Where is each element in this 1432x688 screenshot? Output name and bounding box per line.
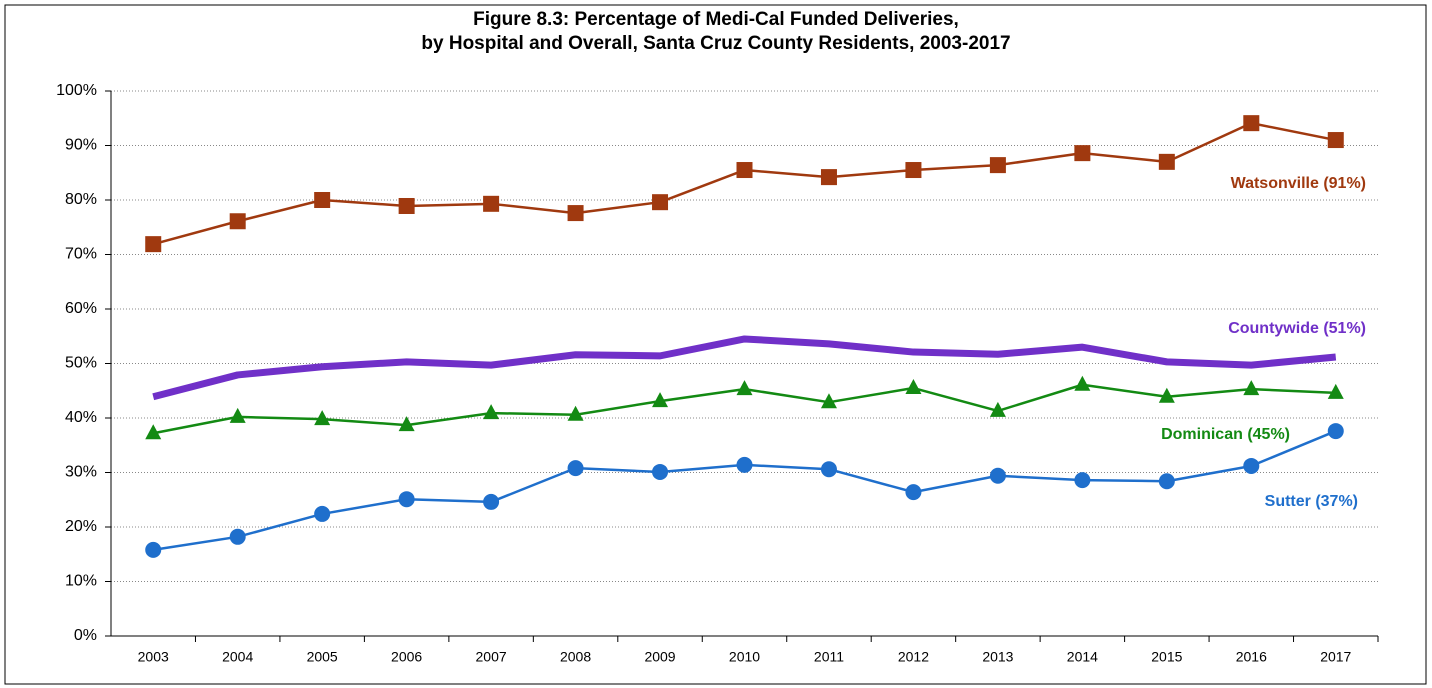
point [905, 162, 922, 179]
point [398, 491, 415, 508]
chart-title-line-1: Figure 8.3: Percentage of Medi-Cal Funde… [473, 9, 959, 30]
point [1243, 115, 1260, 132]
point [314, 505, 331, 522]
x-tick-label: 2007 [476, 649, 507, 665]
point [145, 541, 162, 558]
y-tick-label: 0% [74, 627, 97, 644]
series-label: Countywide (51%) [1228, 320, 1366, 337]
point [1158, 387, 1175, 403]
point [483, 195, 500, 212]
x-tick-label: 2006 [391, 649, 422, 665]
point [398, 197, 415, 214]
chart-title-line-2: by Hospital and Overall, Santa Cruz Coun… [421, 33, 1010, 54]
point [1074, 145, 1091, 162]
point [820, 393, 837, 409]
y-tick-label: 30% [65, 464, 97, 481]
point [145, 236, 162, 253]
x-tick-label: 2012 [898, 649, 929, 665]
x-tick-label: 2008 [560, 649, 591, 665]
y-tick-label: 100% [56, 82, 97, 99]
x-tick-label: 2004 [222, 649, 253, 665]
y-tick-label: 50% [65, 355, 97, 372]
point [1074, 472, 1091, 489]
x-tick-label: 2016 [1236, 649, 1267, 665]
series-label: Sutter (37%) [1265, 493, 1358, 510]
point [1327, 423, 1344, 440]
x-tick-label: 2003 [138, 649, 169, 665]
point [736, 456, 753, 473]
point [820, 461, 837, 478]
series-label: Dominican (45%) [1161, 426, 1290, 443]
point [1327, 383, 1344, 399]
point [1158, 153, 1175, 170]
point [652, 194, 669, 211]
point [145, 424, 162, 440]
point [1243, 380, 1260, 396]
point [483, 493, 500, 510]
point [567, 405, 584, 421]
point [905, 379, 922, 395]
point [229, 528, 246, 545]
y-tick-label: 20% [65, 518, 97, 535]
point [229, 407, 246, 423]
y-tick-label: 90% [65, 137, 97, 154]
point [736, 380, 753, 396]
point [1243, 457, 1260, 474]
point [314, 410, 331, 426]
y-tick-label: 80% [65, 191, 97, 208]
x-tick-label: 2011 [814, 649, 844, 665]
y-tick-label: 40% [65, 409, 97, 426]
point [652, 463, 669, 480]
x-tick-label: 2009 [644, 649, 675, 665]
x-tick-label: 2013 [982, 649, 1013, 665]
point [229, 213, 246, 230]
point [1074, 375, 1091, 391]
series-label: Watsonville (91%) [1231, 175, 1366, 192]
y-tick-label: 10% [65, 573, 97, 590]
point [820, 169, 837, 186]
x-tick-label: 2014 [1067, 649, 1098, 665]
point [989, 401, 1006, 417]
x-tick-label: 2010 [729, 649, 760, 665]
point [483, 404, 500, 420]
point [652, 392, 669, 408]
point [989, 157, 1006, 174]
point [314, 192, 331, 208]
x-tick-label: 2005 [307, 649, 338, 665]
point [989, 467, 1006, 484]
series-line [152, 335, 1337, 401]
x-tick-label: 2017 [1320, 649, 1351, 665]
point [567, 205, 584, 222]
point [1158, 473, 1175, 490]
point [905, 484, 922, 501]
x-tick-label: 2015 [1151, 649, 1182, 665]
point [1327, 132, 1344, 149]
y-tick-label: 70% [65, 246, 97, 263]
y-tick-label: 60% [65, 300, 97, 317]
point [567, 460, 584, 477]
point [736, 162, 753, 179]
point [398, 416, 415, 432]
